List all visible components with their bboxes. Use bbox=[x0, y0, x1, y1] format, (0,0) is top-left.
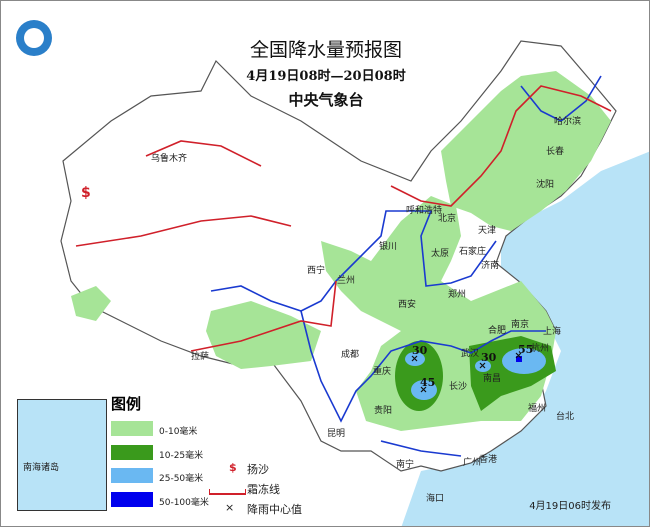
rain-center-value: 55 bbox=[518, 343, 534, 356]
city-label: 乌鲁木齐 bbox=[151, 154, 188, 164]
rain-center-marks bbox=[411, 352, 522, 393]
city-label: 香港 bbox=[479, 455, 498, 465]
city-label: 海口 bbox=[426, 494, 445, 504]
forecast-period: 4月19日08时—20日08时 bbox=[246, 69, 406, 84]
city-label: 哈尔滨 bbox=[554, 117, 582, 127]
frost-lines bbox=[75, 85, 612, 352]
rain-center-icon: × bbox=[225, 501, 235, 514]
sand-dust-icon: $ bbox=[81, 185, 91, 201]
legend-label: 50-100毫米 bbox=[159, 498, 209, 508]
sand-dust-icon: $ bbox=[229, 461, 237, 474]
rain-center-value: 45 bbox=[420, 376, 436, 389]
legend-swatch-50-100 bbox=[111, 492, 153, 507]
legend-symbol-label: 降雨中心值 bbox=[247, 503, 302, 516]
city-label: 太原 bbox=[431, 249, 450, 259]
legend: 图例 0-10毫米 10-25毫米 25-50毫米 50-100毫米 $ 扬沙 … bbox=[19, 393, 339, 521]
city-label: 长春 bbox=[546, 147, 565, 157]
rain-area-50-100 bbox=[516, 356, 522, 362]
map-title: 全国降水量预报图 bbox=[249, 39, 402, 61]
rain-center-value: 30 bbox=[412, 344, 428, 357]
city-label: 济南 bbox=[481, 261, 500, 271]
city-label: 银川 bbox=[379, 242, 398, 252]
legend-swatch-0-10 bbox=[111, 421, 153, 436]
city-label: 长沙 bbox=[449, 382, 468, 392]
city-label: 郑州 bbox=[448, 290, 467, 300]
city-label: 武汉 bbox=[461, 349, 480, 359]
legend-label: 0-10毫米 bbox=[159, 427, 198, 437]
rivers bbox=[210, 75, 602, 457]
city-label: 呼和浩特 bbox=[406, 206, 443, 216]
city-label: 石家庄 bbox=[459, 247, 487, 257]
legend-swatch-25-50 bbox=[111, 468, 153, 483]
city-label: 北京 bbox=[438, 214, 457, 224]
city-label: 南京 bbox=[511, 320, 530, 330]
south-china-sea-inset bbox=[17, 399, 107, 511]
legend-label: 10-25毫米 bbox=[159, 451, 204, 461]
city-label: 合肥 bbox=[488, 326, 507, 336]
city-label: 天津 bbox=[478, 226, 497, 236]
city-label: 台北 bbox=[556, 412, 575, 422]
city-label: 西安 bbox=[398, 300, 417, 310]
legend-swatch-10-25 bbox=[111, 445, 153, 460]
sea bbox=[401, 151, 649, 526]
publish-time: 4月19日06时发布 bbox=[529, 501, 611, 512]
city-label: 福州 bbox=[528, 404, 547, 414]
legend-symbol-label: 霜冻线 bbox=[247, 483, 280, 496]
city-label: 上海 bbox=[543, 327, 562, 337]
city-label: 西宁 bbox=[307, 266, 326, 276]
city-label: 南昌 bbox=[483, 374, 502, 384]
city-label: 拉萨 bbox=[191, 352, 210, 362]
issuer: 中央气象台 bbox=[288, 91, 364, 109]
legend-label: 25-50毫米 bbox=[159, 474, 204, 484]
city-label: 广州 bbox=[463, 458, 482, 468]
city-label: 贵阳 bbox=[374, 406, 393, 416]
city-label: 沈阳 bbox=[536, 180, 555, 190]
city-label: 重庆 bbox=[373, 367, 392, 377]
city-label: 成都 bbox=[341, 350, 360, 360]
legend-title: 图例 bbox=[111, 395, 142, 413]
city-label: 兰州 bbox=[337, 276, 356, 286]
inset-label: 南海诸岛 bbox=[23, 463, 60, 473]
frost-line-icon bbox=[209, 489, 246, 495]
cma-logo-inner bbox=[24, 28, 44, 48]
city-label: 杭州 bbox=[531, 344, 550, 354]
rain-center-value: 30 bbox=[481, 351, 497, 364]
city-label: 昆明 bbox=[327, 429, 346, 439]
legend-symbol-label: 扬沙 bbox=[247, 463, 269, 476]
city-label: 南宁 bbox=[396, 460, 415, 470]
